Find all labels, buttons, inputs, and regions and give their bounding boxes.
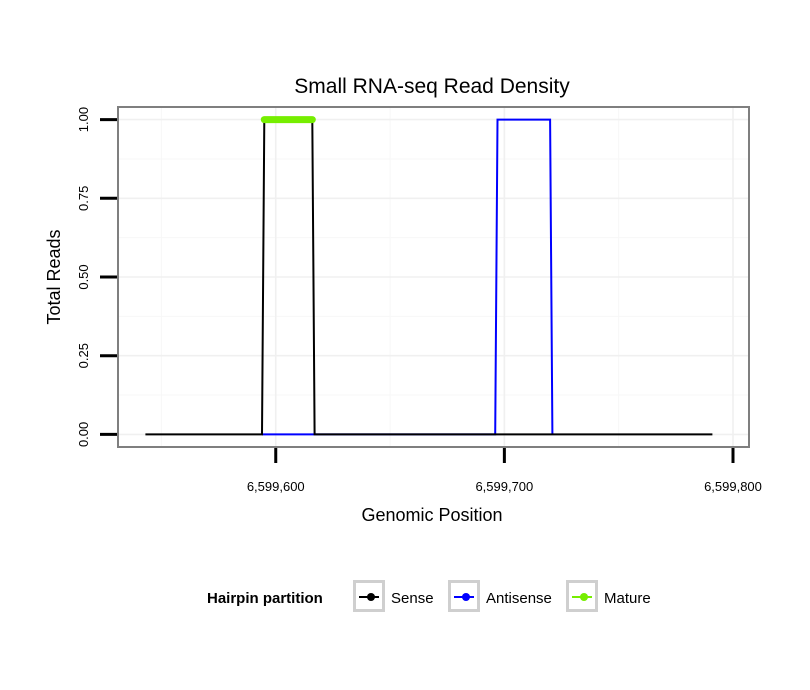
y-tick-label: 0.25 (76, 343, 91, 368)
legend-key-mature (566, 580, 598, 612)
legend-title: Hairpin partition (207, 590, 323, 607)
legend-label-antisense: Antisense (486, 590, 552, 607)
chart-title: Small RNA-seq Read Density (294, 75, 570, 98)
x-tick-label: 6,599,600 (247, 479, 305, 494)
y-axis-label: Total Reads (44, 229, 64, 324)
x-tick-label: 6,599,800 (704, 479, 762, 494)
y-tick-label: 0.75 (76, 186, 91, 211)
y-tick-label: 0.00 (76, 422, 91, 447)
y-tick-label: 1.00 (76, 107, 91, 132)
legend-key-sense (353, 580, 385, 612)
plot-border (117, 106, 750, 448)
x-tick-label: 6,599,700 (475, 479, 533, 494)
legend: Hairpin partition Sense Antisense Mature (0, 578, 810, 618)
y-tick-label: 0.50 (76, 264, 91, 289)
legend-key-antisense (448, 580, 480, 612)
x-axis: 6,599,600 6,599,700 6,599,800 (247, 448, 762, 494)
y-axis: 0.00 0.25 0.50 0.75 1.00 (76, 107, 117, 447)
legend-label-sense: Sense (391, 590, 434, 607)
legend-label-mature: Mature (604, 590, 651, 607)
x-axis-label: Genomic Position (361, 505, 502, 525)
series-layer (145, 116, 713, 436)
